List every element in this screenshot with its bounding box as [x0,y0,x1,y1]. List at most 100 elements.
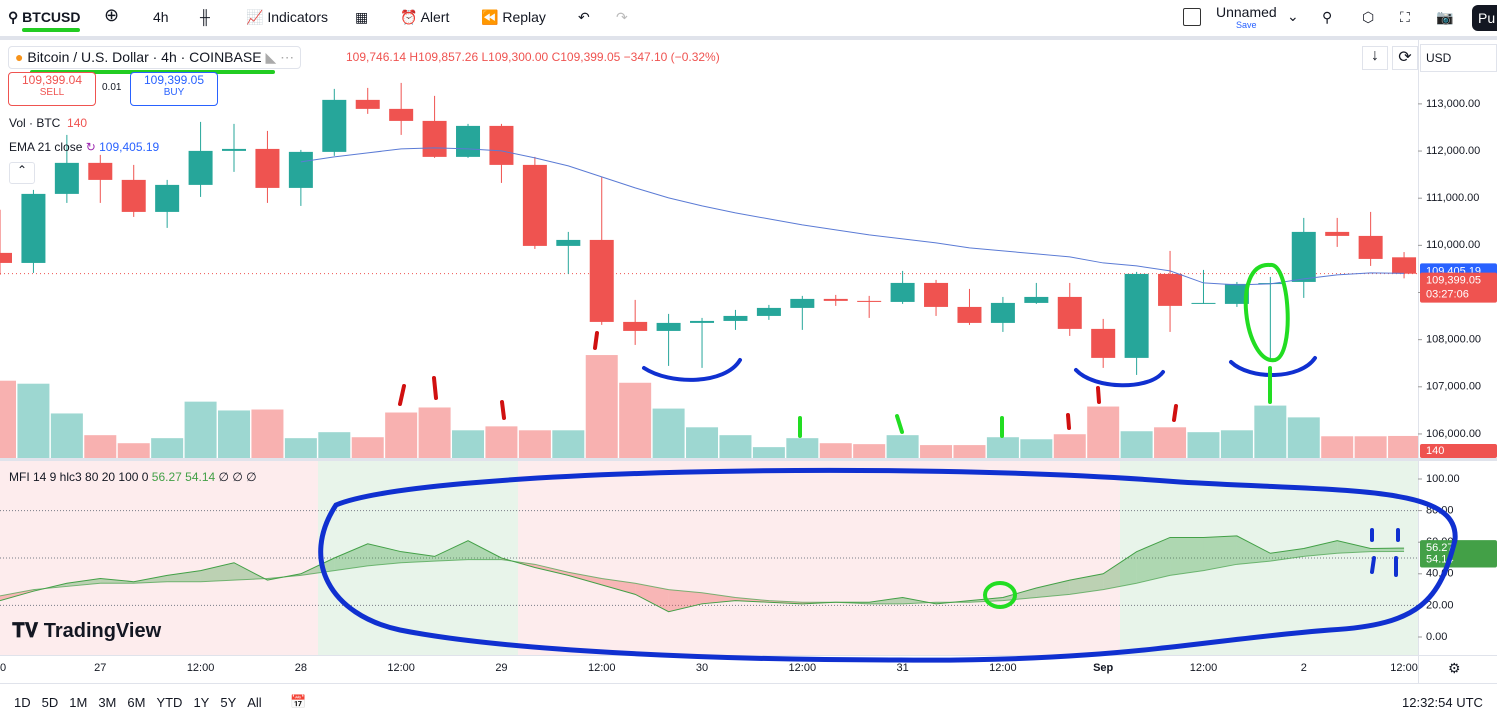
volume-bar [50,413,83,458]
volume-bar [1020,439,1053,458]
candle-body [589,239,614,322]
indicators[interactable]: 📈 Indicators [246,9,329,25]
quick-search[interactable]: ⚲ [1322,9,1333,25]
candle-body [957,306,982,323]
range-button[interactable]: 5Y [220,695,237,710]
mfi-fill [1103,551,1137,590]
mfi-fill [534,564,569,576]
symbol[interactable]: BTCUSD [22,9,81,25]
candle-body [1191,302,1216,304]
volume-bar [385,412,418,458]
mfi-ma-line [0,550,1405,605]
interval[interactable]: 4h [153,9,169,25]
range-button[interactable]: 1D [14,695,31,710]
volume-bar [585,355,618,458]
volume-bar [452,430,485,458]
candle-body [1024,296,1049,303]
publish-button[interactable]: Pu [1472,5,1497,31]
collapse-legend[interactable]: ⌃ [9,162,35,184]
buy-label[interactable]: BUY [163,87,185,98]
currency-select[interactable]: USD [1420,44,1497,72]
currency[interactable]: USD [1426,51,1452,65]
range-button[interactable]: All [247,695,262,710]
mfi-ma-badge-bg [1420,551,1497,568]
volume-bar [1287,417,1320,458]
buy-price[interactable]: 109,399.05 [143,73,205,87]
layouts[interactable]: ▦ [355,9,369,25]
annotation [1074,368,1165,388]
mfi-fill [200,562,235,582]
volume-bar [418,407,451,458]
undo[interactable]: ↶ [578,9,590,25]
buy-button[interactable]: 109,399.05 BUY [130,72,218,106]
mfi-fill [1236,535,1271,565]
date-range[interactable]: 📅 [290,694,307,709]
settings[interactable]: ⬡ [1362,9,1375,25]
mfi-fill [367,543,402,566]
volume-badge: 140 [1426,445,1444,457]
range-button[interactable]: 1M [69,695,88,710]
range-button[interactable]: 3M [98,695,117,710]
snapshot[interactable]: 📷 [1436,9,1454,25]
x-tick-label: 12:00 [1390,662,1418,674]
sell-price[interactable]: 109,399.04 [21,73,83,87]
annotation [1243,262,1290,404]
candle-body [188,150,213,185]
candle-body [723,315,748,321]
sell-label[interactable]: SELL [39,87,65,98]
x-tick-label: 2 [1301,662,1307,674]
low-value: L109,300.00 [481,50,549,64]
volume-bar [1388,435,1418,458]
volume-legend: Vol · BTC 140 [9,116,87,130]
candle-body [422,120,447,157]
fullscreen[interactable]: ⛶ [1400,9,1410,25]
candle-body [389,108,414,121]
range-button[interactable]: YTD [156,695,183,710]
indicators-label[interactable]: Indicators [267,9,329,25]
volume-bar [719,435,752,458]
redo[interactable]: ↷ [616,9,628,25]
alert-label[interactable]: Alert [420,9,450,25]
x-tick-label: 12:00 [187,662,215,674]
axis-settings[interactable]: ⚙ [1448,660,1461,676]
open-value: 109,746.14 [346,50,407,64]
price-tick-label: 113,000.00 [1426,98,1480,110]
replay[interactable]: ⏪ Replay [481,9,546,25]
layout-name[interactable]: Unnamed [1216,4,1277,20]
volume-bar [117,443,150,458]
candle-body [155,184,180,212]
x-tick-label: 12:00 [588,662,616,674]
candle-body [288,151,313,188]
ema-line [300,147,1405,286]
layout-menu[interactable]: ⌄ [1287,8,1299,24]
candle-body [222,148,247,151]
volume-bar [752,447,785,458]
layout-save[interactable]: Save [1236,20,1257,30]
price-tick-label: 112,000.00 [1426,145,1480,157]
close-badge-bg [1420,272,1497,303]
volume-bar [652,408,685,458]
range-button[interactable]: 1Y [193,695,210,710]
annotation [983,581,1017,609]
range-button[interactable]: 6M [127,695,146,710]
symbol-search[interactable]: ⚲ BTCUSD [8,9,81,25]
sell-button[interactable]: 109,399.04 SELL [8,72,96,106]
maximize-button[interactable]: ⟳ [1392,46,1418,70]
replay-label[interactable]: Replay [502,9,546,25]
range-button[interactable]: 5D [41,695,59,710]
symbol-legend[interactable]: ● Bitcoin / U.S. Dollar · 4h · COINBASE … [8,46,302,69]
chart-type[interactable]: ╫ [200,9,210,25]
volume-bar [1154,427,1187,458]
scroll-button[interactable]: ↓ [1362,46,1388,70]
candle-body [790,298,815,308]
candle-body [756,307,781,316]
candle-body [0,252,12,263]
volume-bar [886,435,919,458]
add-symbol[interactable]: ⊕ [104,5,120,25]
alert[interactable]: ⏰ Alert [400,9,450,25]
volume-name: Vol · BTC [9,116,61,130]
volume-bar [619,382,652,458]
symbol-name: Bitcoin / U.S. Dollar · 4h · COINBASE [27,49,262,65]
mfi-fill [1303,540,1338,557]
layout-icon[interactable] [1183,8,1201,26]
